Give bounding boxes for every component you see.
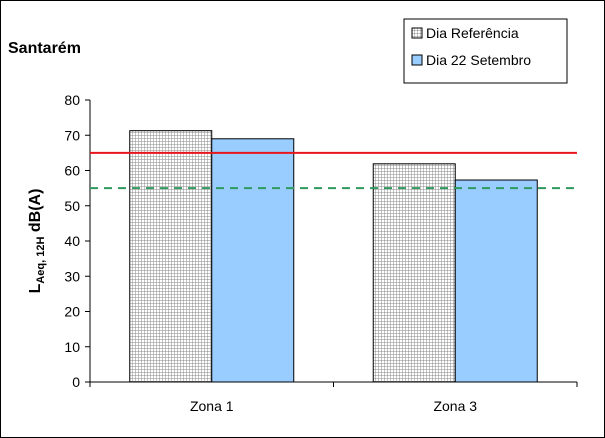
y-tick-label: 0 [72,374,80,390]
y-axis-label: LAeq, 12H dB(A) [27,189,47,294]
y-tick-label: 60 [64,163,80,179]
y-axis-label-unit: dB(A) [27,189,44,237]
y-axis-label-sub: Aeq, 12H [35,237,47,284]
chart-title: Santarém [8,40,81,57]
y-tick-label: 50 [64,198,80,214]
legend-box [403,18,568,84]
bar-1-1 [129,130,213,383]
y-tick-label: 70 [64,127,80,143]
legend-label-2: Dia 22 Setembro [426,52,531,68]
y-tick-label: 80 [64,92,80,108]
legend-swatch-2 [411,54,423,66]
legend-swatch-1 [411,27,423,39]
legend-label-1: Dia Referência [426,25,519,41]
plot-area: 0 10 20 30 40 50 60 70 80 Zona 1 Zona 3 [64,92,578,414]
bar-2-1 [211,138,295,383]
y-tick-label: 30 [64,268,80,284]
x-tick-label: Zona 3 [433,398,477,414]
y-tick-label: 20 [64,304,80,320]
x-tick-label: Zona 1 [190,398,234,414]
bar-1-2 [372,163,456,383]
legend: Dia Referência Dia 22 Setembro [403,18,568,84]
y-tick-label: 40 [64,233,80,249]
y-axis-label-main: L [27,283,44,293]
y-tick-label: 10 [64,339,80,355]
bar-2-2 [454,179,538,383]
